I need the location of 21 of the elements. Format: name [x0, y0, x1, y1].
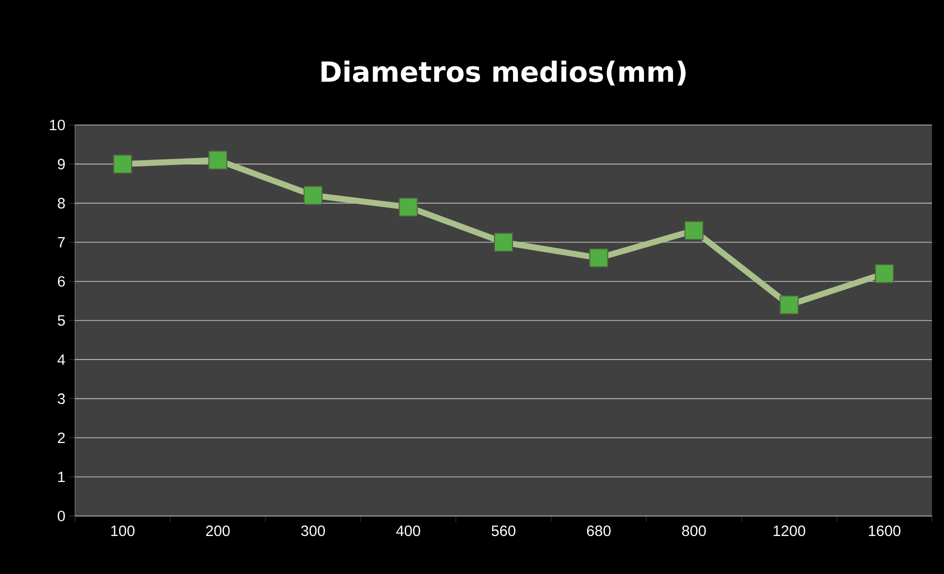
y-tick-label: 7 — [58, 237, 65, 248]
x-tick-label: 560 — [492, 526, 516, 536]
x-tick-label: 100 — [111, 526, 134, 536]
x-tick-label: 800 — [682, 526, 706, 536]
x-tick-label: 1200 — [774, 526, 806, 536]
y-tick-label: 5 — [58, 315, 65, 326]
x-tick-label: 680 — [587, 526, 611, 536]
y-tick-label: 6 — [58, 276, 65, 287]
y-tick-label: 1 — [58, 472, 65, 482]
chart-title: Diametros medios(mm) — [322, 60, 686, 86]
y-tick-label: 3 — [58, 393, 65, 404]
x-tick-label: 1600 — [868, 526, 900, 536]
y-tick-label: 10 — [50, 120, 65, 130]
y-tick-label: 2 — [58, 432, 65, 444]
y-tick-label: 8 — [58, 198, 65, 208]
y-tick-label: 9 — [58, 158, 65, 170]
y-tick-label: 4 — [58, 354, 66, 365]
x-tick-label: 200 — [206, 526, 230, 536]
y-tick-label: 0 — [58, 510, 65, 522]
x-tick-label: 400 — [396, 526, 420, 536]
x-tick-label: 300 — [301, 526, 325, 536]
